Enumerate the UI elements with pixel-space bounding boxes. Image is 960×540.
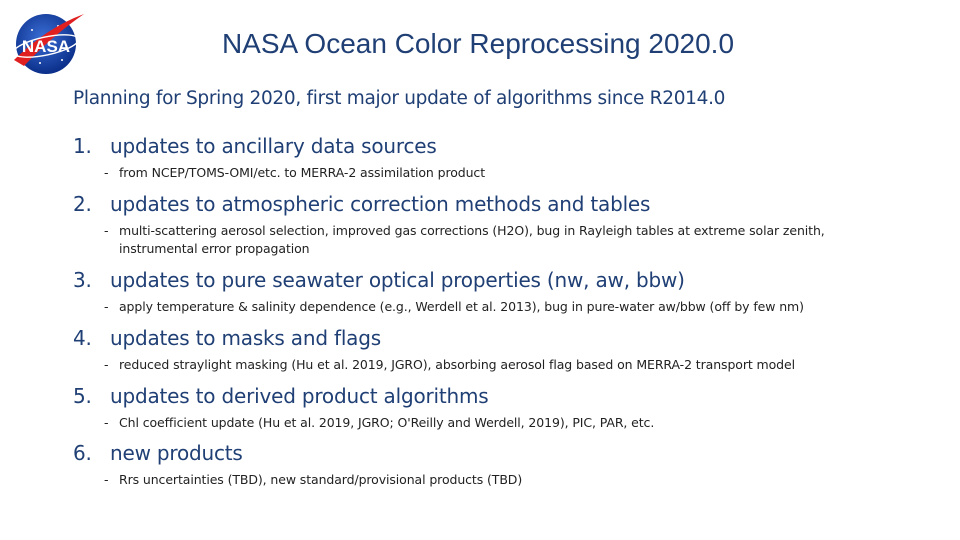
item-number: 3. xyxy=(73,268,92,292)
sub-item-marker: - xyxy=(104,415,109,430)
sub-item-marker: - xyxy=(104,472,109,487)
slide-title: NASA Ocean Color Reprocessing 2020.0 xyxy=(221,28,735,59)
list-item-6: 6. new products xyxy=(73,441,243,465)
item-label: updates to masks and flags xyxy=(110,326,381,350)
item-label: updates to derived product algorithms xyxy=(110,384,489,408)
sub-item-text: from NCEP/TOMS-OMI/etc. to MERRA-2 assim… xyxy=(119,165,485,180)
item-label: updates to atmospheric correction method… xyxy=(110,192,651,216)
sub-item-4: - reduced straylight masking (Hu et al. … xyxy=(104,356,884,374)
list-item-4: 4. updates to masks and flags xyxy=(73,326,381,350)
item-number: 2. xyxy=(73,192,92,216)
list-item-1: 1. updates to ancillary data sources xyxy=(73,134,437,158)
list-item-3: 3. updates to pure seawater optical prope… xyxy=(73,268,685,292)
nasa-logo: NASA xyxy=(10,8,88,76)
item-number: 4. xyxy=(73,326,92,350)
item-label: updates to pure seawater optical propert… xyxy=(110,268,685,292)
sub-item-text: apply temperature & salinity dependence … xyxy=(119,299,804,314)
sub-item-marker: - xyxy=(104,165,109,180)
sub-item-text: multi-scattering aerosol selection, impr… xyxy=(119,223,825,256)
logo-wordmark: NASA xyxy=(22,37,70,56)
sub-item-marker: - xyxy=(104,223,109,238)
item-label: new products xyxy=(110,441,243,465)
sub-item-text: Chl coefficient update (Hu et al. 2019, … xyxy=(119,415,655,430)
item-number: 1. xyxy=(73,134,92,158)
slide-subtitle: Planning for Spring 2020, first major up… xyxy=(73,88,726,109)
item-number: 6. xyxy=(73,441,92,465)
item-number: 5. xyxy=(73,384,92,408)
sub-item-5: - Chl coefficient update (Hu et al. 2019… xyxy=(104,414,884,432)
item-label: updates to ancillary data sources xyxy=(110,134,437,158)
sub-item-marker: - xyxy=(104,357,109,372)
sub-item-6: - Rrs uncertainties (TBD), new standard/… xyxy=(104,471,884,489)
sub-item-3: - apply temperature & salinity dependenc… xyxy=(104,298,884,316)
sub-item-1: - from NCEP/TOMS-OMI/etc. to MERRA-2 ass… xyxy=(104,164,884,182)
list-item-2: 2. updates to atmospheric correction meth… xyxy=(73,192,650,216)
sub-item-text: Rrs uncertainties (TBD), new standard/pr… xyxy=(119,472,523,487)
sub-item-marker: - xyxy=(104,299,109,314)
sub-item-2: - multi-scattering aerosol selection, im… xyxy=(104,222,869,258)
sub-item-text: reduced straylight masking (Hu et al. 20… xyxy=(119,357,795,372)
list-item-5: 5. updates to derived product algorithms xyxy=(73,384,489,408)
